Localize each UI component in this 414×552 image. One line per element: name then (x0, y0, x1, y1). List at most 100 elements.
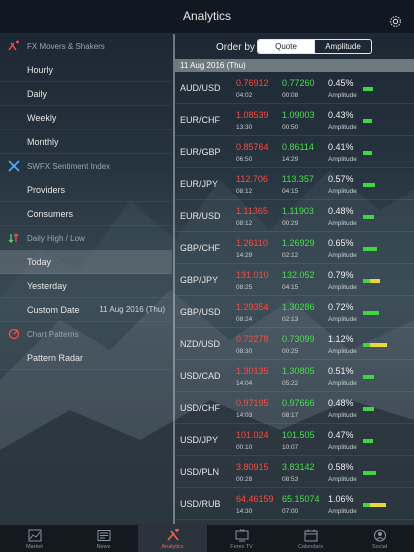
currency-pair: USD/CAD (180, 371, 221, 381)
quote-row[interactable]: EUR/JPY 112.706 08:12 113.357 04:15 0.57% Ampl… (175, 168, 414, 200)
low-time: 08:12 (236, 220, 253, 227)
sidebar-item-yesterday[interactable]: Yesterday (0, 274, 172, 298)
high-time: 08:53 (282, 476, 299, 483)
sidebar-item-monthly[interactable]: Monthly (0, 130, 172, 154)
amplitude-bar (363, 471, 387, 475)
amplitude-label: Amplitude (328, 508, 357, 515)
calendar-icon (304, 529, 317, 542)
amplitude-label: Amplitude (328, 156, 357, 163)
order-segmented-control: Quote Amplitude (257, 39, 372, 54)
quote-row[interactable]: GBP/CHF 1.26110 14:29 1.26929 02:12 0.65% Ampl… (175, 232, 414, 264)
sidebar-item-consumers[interactable]: Consumers (0, 202, 172, 226)
news-icon (97, 530, 110, 541)
amplitude-label: Amplitude (328, 252, 357, 259)
sidebar-item-pattern-radar[interactable]: Pattern Radar (0, 346, 172, 370)
app-header: Analytics (0, 0, 414, 34)
pane-divider[interactable] (173, 34, 175, 524)
amplitude-value: 0.72% (328, 302, 354, 312)
high-price: 0.86114 (282, 142, 314, 152)
high-price: 132.052 (282, 270, 315, 280)
quote-row[interactable]: EUR/CHF 1.08539 13:30 1.09003 00:50 0.43% Ampl… (175, 104, 414, 136)
order-by-label: Order by (216, 42, 255, 53)
currency-pair: NZD/USD (180, 339, 220, 349)
quote-row[interactable]: USD/CAD 1.30135 14:04 1.30805 05:22 0.51% Ampl… (175, 360, 414, 392)
sidebar-item-daily[interactable]: Daily (0, 82, 172, 106)
segment-quote[interactable]: Quote (258, 40, 314, 53)
amplitude-value: 0.48% (328, 206, 354, 216)
amplitude-label: Amplitude (328, 124, 357, 131)
currency-pair: GBP/USD (180, 307, 221, 317)
amplitude-bar-fill (363, 215, 374, 219)
high-time: 00:29 (282, 220, 299, 227)
sidebar-item-today[interactable]: Today (0, 250, 172, 274)
tab-calendars[interactable]: Calendars (276, 525, 345, 552)
amplitude-bar (363, 503, 387, 507)
amplitude-label: Amplitude (328, 380, 357, 387)
amplitude-label: Amplitude (328, 92, 357, 99)
low-price: 3.80915 (236, 462, 269, 472)
amplitude-value: 1.06% (328, 494, 354, 504)
tab-bar: Market News Analytics Forex TV Calendars… (0, 524, 414, 552)
high-time: 02:13 (282, 316, 299, 323)
amplitude-label: Amplitude (328, 316, 357, 323)
sidebar: FX Movers & Shakers Hourly Daily Weekly … (0, 34, 172, 524)
quote-row[interactable]: USD/CHF 0.97195 14:03 0.97666 08:17 0.48% Ampl… (175, 392, 414, 424)
gear-icon[interactable] (389, 15, 402, 28)
tab-social[interactable]: Social (345, 525, 414, 552)
sidebar-item-weekly[interactable]: Weekly (0, 106, 172, 130)
low-time: 14:03 (236, 412, 253, 419)
amplitude-bar-fill (363, 183, 375, 187)
tab-forex-tv[interactable]: Forex TV (207, 525, 276, 552)
sidebar-item-custom-date[interactable]: Custom Date 11 Aug 2016 (Thu) (0, 298, 172, 322)
amplitude-bar-fill (363, 343, 387, 347)
tab-news[interactable]: News (69, 525, 138, 552)
amplitude-bar (363, 183, 387, 187)
amplitude-label: Amplitude (328, 444, 357, 451)
high-time: 08:17 (282, 412, 299, 419)
custom-date-value: 11 Aug 2016 (Thu) (99, 305, 165, 314)
quote-list: AUD/USD 0.76912 04:02 0.77260 00:08 0.45% Ampl… (175, 72, 414, 520)
tab-market[interactable]: Market (0, 525, 69, 552)
quote-row[interactable]: EUR/GBP 0.85764 06:50 0.86114 14:29 0.41% Ampl… (175, 136, 414, 168)
amplitude-bar-fill (363, 375, 374, 379)
high-price: 113.357 (282, 174, 314, 184)
high-price: 0.77260 (282, 78, 315, 88)
quote-row[interactable]: NZD/USD 0.72278 08:30 0.73099 00:25 1.12% Ampl… (175, 328, 414, 360)
amplitude-bar (363, 247, 387, 251)
forex-tv-icon (235, 529, 248, 542)
amplitude-bar (363, 439, 387, 443)
amplitude-bar (363, 151, 387, 155)
quote-row[interactable]: USD/PLN 3.80915 00:28 3.83142 08:53 0.58% Ampl… (175, 456, 414, 488)
low-price: 1.11365 (236, 206, 268, 216)
low-time: 14:30 (236, 508, 253, 515)
high-time: 04:15 (282, 188, 299, 195)
amplitude-label: Amplitude (328, 188, 357, 195)
low-time: 04:02 (236, 92, 253, 99)
quote-row[interactable]: EUR/USD 1.11365 08:12 1.11903 00:29 0.48% Ampl… (175, 200, 414, 232)
tab-analytics[interactable]: Analytics (138, 525, 207, 552)
high-time: 00:08 (282, 92, 299, 99)
fx-movers-icon (8, 40, 20, 52)
amplitude-bar (363, 87, 387, 91)
low-price: 0.72278 (236, 334, 269, 344)
sidebar-item-hourly[interactable]: Hourly (0, 58, 172, 82)
quote-row[interactable]: GBP/JPY 131.010 08:25 132.052 04:15 0.79% Ampl… (175, 264, 414, 296)
amplitude-value: 0.47% (328, 430, 354, 440)
low-price: 1.26110 (236, 238, 268, 248)
quote-row[interactable]: USD/RUB 64.46159 14:30 65.15074 07:00 1.06% Am… (175, 488, 414, 520)
high-price: 1.11903 (282, 206, 314, 216)
segment-amplitude[interactable]: Amplitude (314, 40, 371, 53)
chart-patterns-icon (8, 328, 20, 340)
social-icon (373, 529, 386, 542)
quote-row[interactable]: AUD/USD 0.76912 04:02 0.77260 00:08 0.45% Ampl… (175, 72, 414, 104)
sidebar-item-providers[interactable]: Providers (0, 178, 172, 202)
quote-row[interactable]: GBP/USD 1.29354 08:24 1.30286 02:13 0.72% Ampl… (175, 296, 414, 328)
high-price: 101.505 (282, 430, 315, 440)
high-price: 1.26929 (282, 238, 315, 248)
currency-pair: USD/JPY (180, 435, 219, 445)
quote-row[interactable]: USD/JPY 101.024 00:10 101.505 10:07 0.47% Ampl… (175, 424, 414, 456)
currency-pair: USD/PLN (180, 467, 220, 477)
low-time: 13:30 (236, 124, 253, 131)
low-time: 06:50 (236, 156, 253, 163)
high-low-icon (8, 232, 20, 244)
